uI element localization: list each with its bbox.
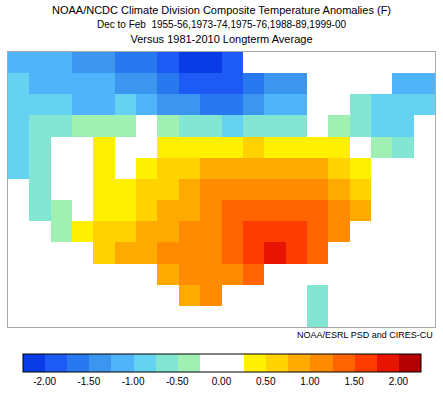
svg-text:1.00: 1.00 xyxy=(300,376,320,387)
svg-text:-2.00: -2.00 xyxy=(33,376,56,387)
svg-text:2.00: 2.00 xyxy=(389,376,409,387)
svg-text:1.50: 1.50 xyxy=(344,376,364,387)
svg-text:0.50: 0.50 xyxy=(256,376,276,387)
svg-text:0.00: 0.00 xyxy=(212,376,232,387)
svg-text:-1.00: -1.00 xyxy=(122,376,145,387)
svg-text:-0.50: -0.50 xyxy=(166,376,189,387)
svg-text:NOAA/NCDC Climate Division Com: NOAA/NCDC Climate Division Composite Tem… xyxy=(52,4,391,45)
svg-text:-1.50: -1.50 xyxy=(77,376,100,387)
svg-text:NOAA/ESRL PSD and CIRES-CU: NOAA/ESRL PSD and CIRES-CU xyxy=(297,330,433,340)
